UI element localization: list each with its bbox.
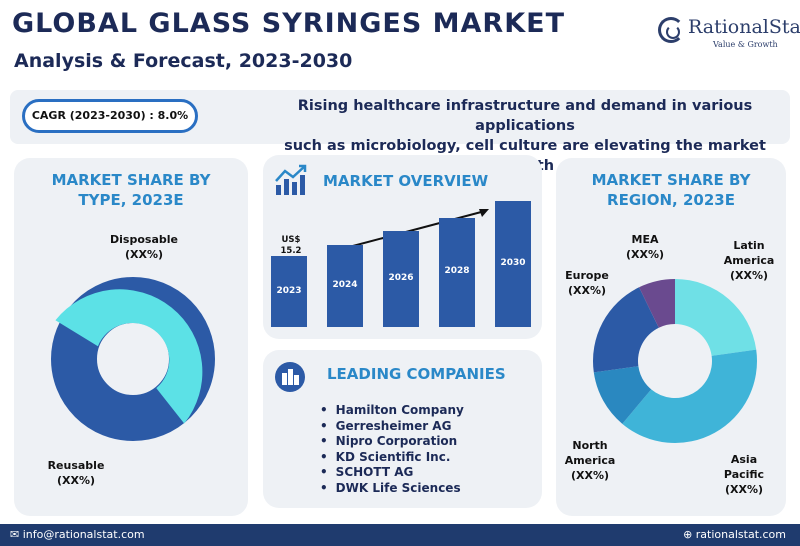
footer-email[interactable]: ✉ info@rationalstat.com [10,528,145,541]
company-list: Hamilton Company Gerresheimer AG Nipro C… [320,403,464,496]
europe-value: (XX%) [567,284,607,297]
page-subtitle: Analysis & Forecast, 2023-2030 [14,50,353,72]
bar-2030: 2030 [495,200,531,327]
page-title: GLOBAL GLASS SYRINGES MARKET [12,8,565,39]
latin-america-label: Latin America (XX%) [719,238,779,283]
market-overview-title: MARKET OVERVIEW [323,172,489,190]
north-america-value: (XX%) [570,469,610,482]
disposable-label: Disposable (XX%) [94,232,194,262]
list-item: Hamilton Company [320,403,464,419]
mea-label: MEA (XX%) [622,232,668,262]
share-by-region-panel: MARKET SHARE BY REGION, 2023E MEA (XX%) … [556,158,786,516]
north-america-label: North America (XX%) [562,438,618,483]
share-by-type-title: MARKET SHARE BY TYPE, 2023E [14,170,248,210]
footer-website[interactable]: ⊕ rationalstat.com [683,528,786,541]
base-value-currency: US$ [281,235,301,245]
north-america-name-1: North [572,439,608,452]
list-item: KD Scientific Inc. [320,450,464,466]
share-by-region-title-line-2: REGION, 2023E [607,191,735,209]
bar-2024: 2024 [327,244,363,327]
footer-bar: ✉ info@rationalstat.com ⊕ rationalstat.c… [0,524,800,546]
share-by-type-title-line-2: TYPE, 2023E [78,191,184,209]
bar-label-2023: 2023 [276,285,302,296]
asia-pacific-name-2: Pacific [723,468,765,481]
latin-america-value: (XX%) [729,269,769,282]
list-item: SCHOTT AG [320,465,464,481]
mea-value: (XX%) [625,248,665,261]
donut-segment-disposable [55,289,203,424]
growth-chart-icon [275,164,307,195]
globe-icon: ⊕ [683,528,693,541]
disposable-name: Disposable [110,233,178,246]
growth-trend-arrow [348,209,489,248]
logo-mark-icon [658,17,684,43]
buildings-icon [275,362,305,392]
list-item: DWK Life Sciences [320,481,464,497]
summary-banner: CAGR (2023-2030) : 8.0% Rising healthcar… [10,90,790,174]
asia-pacific-value: (XX%) [724,483,764,496]
market-overview-panel: MARKET OVERVIEW US$ 15.2 Bn 202320242026… [263,155,542,339]
disposable-value: (XX%) [124,248,164,261]
europe-name: Europe [565,269,609,282]
latin-america-name-1: Latin [733,239,765,252]
list-item: Nipro Corporation [320,434,464,450]
leading-companies-title: LEADING COMPANIES [327,365,506,383]
bar-2026: 2026 [383,231,419,327]
mail-icon: ✉ [10,528,20,541]
share-by-type-panel: MARKET SHARE BY TYPE, 2023E Disposable (… [14,158,248,516]
website-link[interactable]: rationalstat.com [695,528,786,541]
reusable-name: Reusable [47,459,105,472]
asia-pacific-name-1: Asia [730,453,758,466]
bar-label-2024: 2024 [332,279,358,290]
donut-segment-asia-pacific [622,349,757,443]
logo-tagline: Value & Growth [713,40,778,49]
donut-segment-north-america [593,366,652,424]
share-by-region-title: MARKET SHARE BY REGION, 2023E [556,170,786,210]
type-donut-chart [51,277,215,441]
reusable-label: Reusable (XX%) [46,458,106,488]
logo-name: RationalStat [688,16,800,38]
donut-segment-mea [639,279,675,328]
reusable-value: (XX%) [56,474,96,487]
cagr-badge: CAGR (2023-2030) : 8.0% [22,99,198,133]
bar-2028: 2028 [439,217,475,327]
share-by-type-title-line-1: MARKET SHARE BY [51,171,211,189]
europe-label: Europe (XX%) [560,268,614,298]
share-by-region-title-line-1: MARKET SHARE BY [591,171,751,189]
bar-label-2030: 2030 [500,257,526,268]
email-link[interactable]: info@rationalstat.com [22,528,145,541]
list-item: Gerresheimer AG [320,419,464,435]
donut-segment-europe [593,287,659,373]
mea-name: MEA [631,233,659,246]
north-america-name-2: America [564,454,616,467]
region-donut-chart [593,279,757,443]
latin-america-name-2: America [723,254,775,267]
bar-2023: 2023 [271,256,307,327]
asia-pacific-label: Asia Pacific (XX%) [716,452,772,497]
banner-text-line-1: Rising healthcare infrastructure and dem… [297,98,753,134]
donut-segment-latin-america [675,279,757,356]
bar-label-2028: 2028 [444,266,470,277]
bar-label-2026: 2026 [388,273,414,284]
brand-logo: RationalStat Value & Growth [658,16,800,52]
